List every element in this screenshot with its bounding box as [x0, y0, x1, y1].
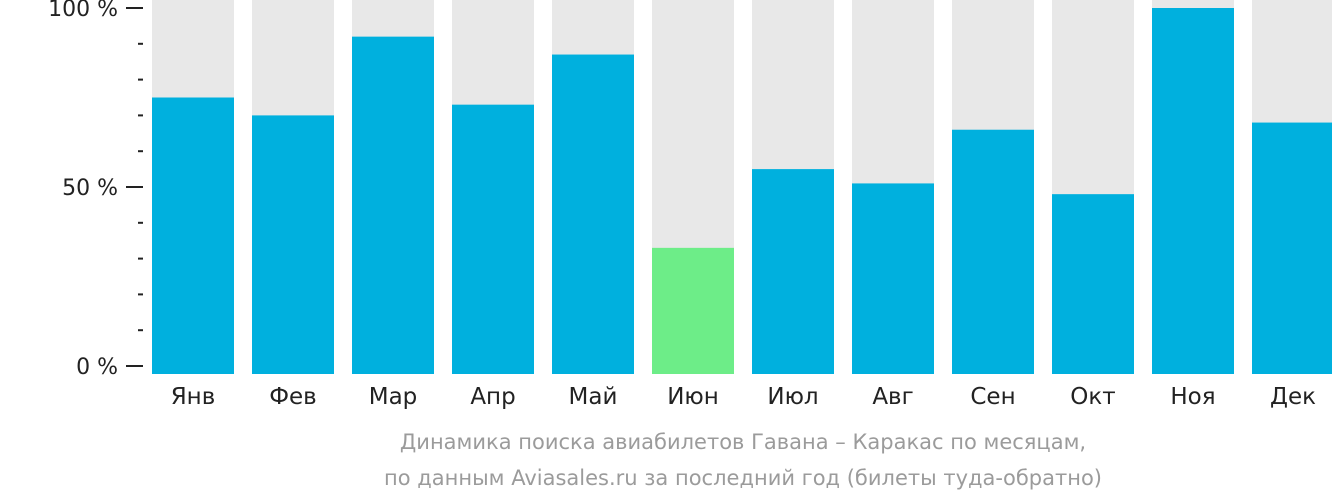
bar-Сен — [952, 129, 1034, 374]
x-tick-label: Май — [569, 384, 618, 410]
y-tick-label: 100 % — [48, 0, 118, 22]
x-tick-label: Ноя — [1170, 384, 1215, 410]
x-tick-label: Мар — [369, 384, 418, 410]
y-tick-label: 50 % — [62, 176, 118, 201]
bar-Авг — [852, 183, 934, 374]
bar-Май — [552, 54, 634, 374]
x-tick-label: Дек — [1270, 384, 1316, 410]
bar-Июн — [652, 247, 734, 374]
bar-Окт — [1052, 194, 1134, 374]
bar-Мар — [352, 36, 434, 374]
y-tick-label: 0 % — [76, 355, 118, 380]
chart-caption-line-1: Динамика поиска авиабилетов Гавана – Кар… — [399, 430, 1087, 454]
bar-Апр — [452, 104, 534, 374]
x-tick-label: Сен — [970, 384, 1015, 410]
bar-Ноя — [1152, 8, 1234, 374]
chart-caption-line-2: по данным Aviasales.ru за последний год … — [384, 466, 1102, 490]
x-tick-label: Июн — [667, 384, 719, 410]
bar-Янв — [152, 97, 234, 374]
bar-Дек — [1252, 122, 1332, 374]
x-tick-label: Окт — [1070, 384, 1115, 410]
x-tick-label: Фев — [269, 384, 317, 410]
x-tick-label: Июл — [767, 384, 818, 410]
bar-Фев — [252, 115, 334, 375]
bar-Июл — [752, 169, 834, 374]
x-tick-label: Янв — [171, 384, 216, 410]
x-tick-label: Апр — [470, 384, 515, 410]
x-tick-label: Авг — [872, 384, 913, 410]
